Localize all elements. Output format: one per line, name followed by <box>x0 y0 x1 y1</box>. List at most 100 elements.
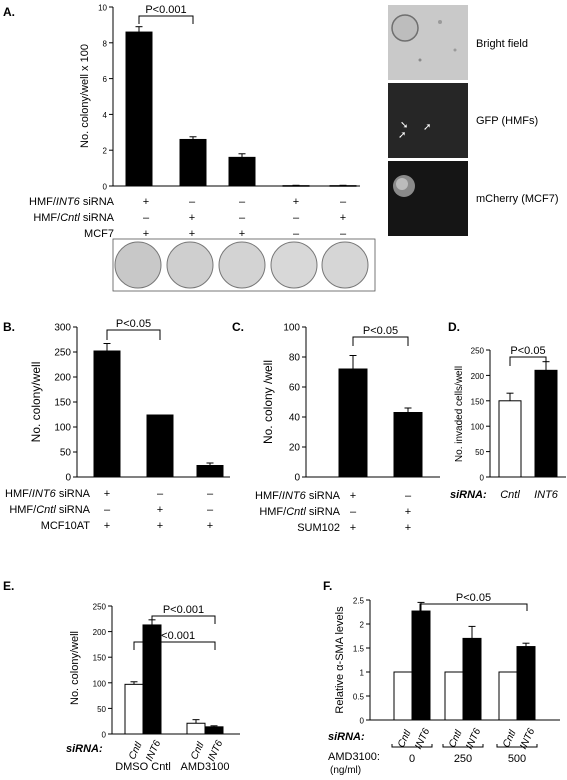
panel-f-y-tick-label: 0.5 <box>353 693 365 702</box>
panel-f-bar <box>516 646 536 721</box>
panel-c-mark: – <box>405 490 412 502</box>
panel-a-row-label: MCF7 <box>84 228 114 240</box>
panel-e-group-label: AMD3100 <box>181 761 230 773</box>
panel-e-y-tick-label: 250 <box>93 603 107 612</box>
panel-e-significance-bracket-label: P<0.001 <box>163 604 204 616</box>
panel-a-mark: – <box>239 196 246 208</box>
panel-b-mark: + <box>104 520 110 532</box>
panel-d-y-tick-label: 250 <box>471 347 485 356</box>
panel-b-bar <box>146 414 174 478</box>
panel-f-y-tick-label: 1 <box>360 669 365 678</box>
panel-e-y-tick-label: 150 <box>93 654 107 663</box>
panel-e-y-tick-label: 100 <box>93 679 107 688</box>
panel-f-bar <box>411 610 431 721</box>
panel-b-y-tick-label: 300 <box>54 323 71 334</box>
panel-c-y-label: No. colony /well <box>261 360 275 444</box>
panel-e-group-label: DMSO Cntl <box>115 761 171 773</box>
panel-d-significance-bracket <box>509 356 547 366</box>
panel-c-mark: + <box>350 490 356 502</box>
panel-a-bar <box>228 156 256 187</box>
panel-f-dose-unit: (ng/ml) <box>330 765 361 775</box>
panel-b-y-tick-label: 0 <box>65 473 71 484</box>
panel-b-row-label: HMF/INT6 siRNA <box>5 488 91 500</box>
panel-a-y-tick-label: 6 <box>103 75 108 84</box>
bright-field-speck <box>418 58 422 62</box>
panel-e-y-tick-label: 50 <box>97 705 106 714</box>
panel-a-bar <box>179 138 207 187</box>
panel-c-y-tick-label: 60 <box>289 383 301 394</box>
panel-a-mark: + <box>189 212 195 224</box>
plate-well <box>218 241 266 289</box>
panel-b-significance-bracket <box>106 329 161 340</box>
panel-a-y-tick-label: 10 <box>98 4 107 13</box>
panel-f-bar <box>498 671 518 721</box>
image-label-mcherry: mCherry (MCF7) <box>476 193 559 205</box>
panel-c-y-tick-label: 20 <box>289 443 301 454</box>
panel-a-mark: + <box>340 212 346 224</box>
panel-c-y-tick-label: 0 <box>294 473 300 484</box>
panel-a-y-tick-label: 4 <box>103 111 108 120</box>
panel-f-series-label: Cntl <box>501 728 519 749</box>
panel-f-dose-value: 0 <box>409 753 415 765</box>
panel-a-significance-bracket <box>138 15 194 24</box>
panel-a-mark: – <box>293 228 300 240</box>
panel-f-y-tick-label: 1.5 <box>353 645 365 654</box>
image-label-gfp: GFP (HMFs) <box>476 115 538 127</box>
panel-f-sirna-label: siRNA: <box>328 731 365 743</box>
panel-f-dose-label: AMD3100: <box>328 751 380 763</box>
panel-b-mark: – <box>207 488 214 500</box>
panel-b-row-label: MCF10AT <box>41 520 91 532</box>
panel-b-mark: + <box>157 520 163 532</box>
panel-f-y-tick-label: 2.5 <box>353 597 365 606</box>
panel-d-sirna-label: siRNA: <box>450 489 487 501</box>
panel-a-bar <box>125 31 153 187</box>
panel-b-mark: – <box>157 488 164 500</box>
micrograph-panel: ➘ ➚ ➚ Bright field GFP (HMFs) mCherry (M… <box>388 5 559 236</box>
panel-f-significance-bracket <box>419 603 528 611</box>
image-label-bright-field: Bright field <box>476 38 528 50</box>
panel-c-significance-bracket-label: P<0.05 <box>363 325 398 337</box>
panel-f-dose-value: 500 <box>508 753 526 765</box>
panel-b-mark: + <box>104 488 110 500</box>
panel-e-bar <box>186 722 206 735</box>
panel-e-series-label: Cntl <box>189 740 207 761</box>
panel-b-y-label: No. colony/well <box>29 362 43 443</box>
panel-f-y-tick-label: 0 <box>360 717 365 726</box>
panel-c-mark: + <box>405 522 411 534</box>
panel-f-series-label: Cntl <box>447 728 465 749</box>
panel-a-mark: – <box>340 196 347 208</box>
panel-e-series-label: Cntl <box>127 740 145 761</box>
panel-a-row-label: HMF/INT6 siRNA <box>29 196 115 208</box>
plate-well <box>114 241 162 289</box>
mcherry-image <box>388 161 468 236</box>
panel-d-y-tick-label: 200 <box>471 372 485 381</box>
panel-d-y-tick-label: 50 <box>475 448 484 457</box>
panel-e-series-label: INT6 <box>144 738 163 763</box>
panel-label-e: E. <box>3 579 14 593</box>
mcherry-colony-core <box>396 178 408 190</box>
panel-e-sirna-label: siRNA: <box>66 743 103 755</box>
panel-a-y-tick-label: 0 <box>103 183 108 192</box>
panel-a-mark: – <box>239 212 246 224</box>
panel-a-y-tick-label: 8 <box>103 39 108 48</box>
panel-f-series-label: Cntl <box>396 728 414 749</box>
panel-d-bar <box>534 369 558 478</box>
panel-c-mark: – <box>350 506 357 518</box>
panel-b-mark: – <box>104 504 111 516</box>
panel-e-bar <box>204 726 224 735</box>
panel-f-group-bracket <box>442 744 484 748</box>
panel-c-row-label: HMF/Cntl siRNA <box>259 506 340 518</box>
panel-a-mark: + <box>239 228 245 240</box>
bright-field-colony <box>391 14 419 42</box>
panel-b-y-tick-label: 200 <box>54 373 71 384</box>
panel-e-significance-bracket-label: P<0.001 <box>154 630 195 642</box>
panel-c-row-label: HMF/INT6 siRNA <box>255 490 341 502</box>
panel-a-mark: – <box>143 212 150 224</box>
panel-a-y-tick-label: 2 <box>103 147 108 156</box>
panel-e-significance-bracket <box>133 641 216 650</box>
arrow-icon: ➚ <box>423 122 431 133</box>
panel-a-mark: + <box>189 228 195 240</box>
panel-f-y-tick-label: 2 <box>360 621 365 630</box>
